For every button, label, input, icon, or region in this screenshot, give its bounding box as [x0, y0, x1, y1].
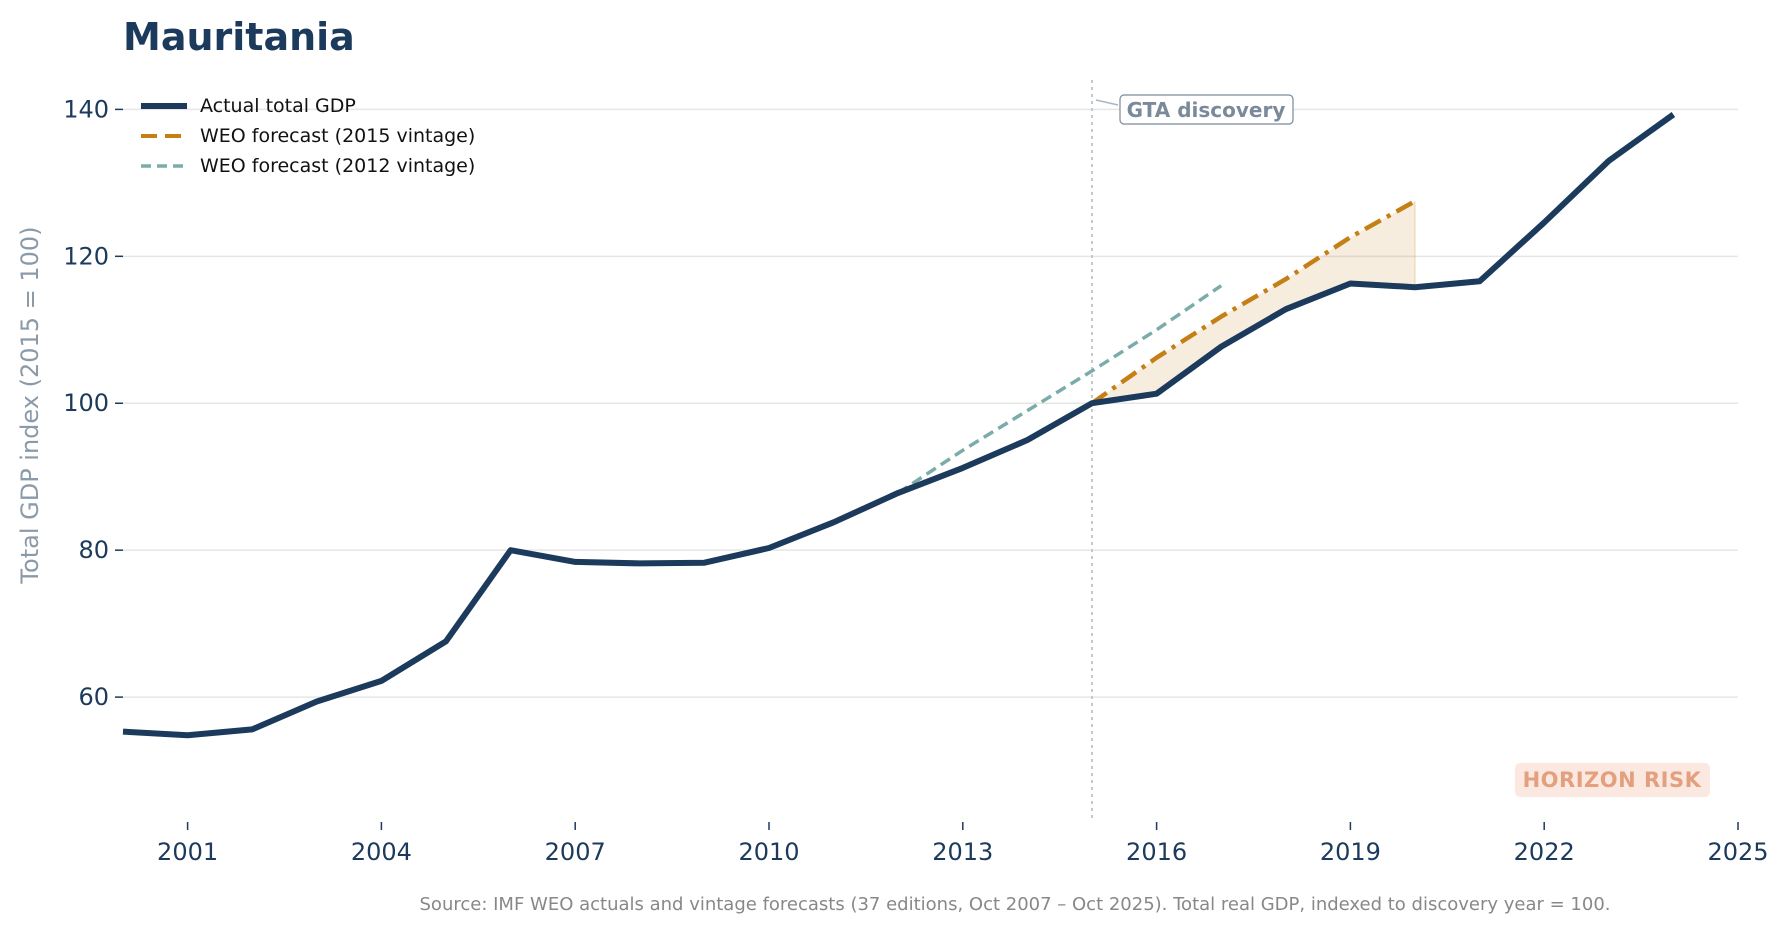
legend-label-actual: Actual total GDP [200, 95, 356, 117]
horizon-risk-badge: HORIZON RISK [1515, 763, 1710, 797]
x-tick-label: 2013 [932, 838, 993, 866]
annotation-leader [1095, 99, 1119, 106]
legend-label-2012: WEO forecast (2012 vintage) [200, 155, 475, 177]
series-weo-2012-line [897, 284, 1223, 495]
forecast-gap-area [1092, 201, 1416, 404]
badge-background [1515, 763, 1710, 797]
y-tick-label: 140 [63, 95, 109, 123]
legend: Actual total GDP WEO forecast (2015 vint… [141, 95, 475, 177]
x-tick-label: 2007 [545, 838, 606, 866]
series-actual-gdp-line [122, 112, 1676, 739]
annotation-box [1119, 94, 1294, 125]
y-tick-label: 100 [63, 389, 109, 417]
x-tick-label: 2025 [1707, 838, 1768, 866]
x-tick-label: 2019 [1320, 838, 1381, 866]
y-axis: 60 80 100 120 140 [63, 95, 123, 711]
forecast-gap-fill [1092, 201, 1415, 404]
source-note: Source: IMF WEO actuals and vintage fore… [420, 894, 1611, 915]
series-lines [122, 112, 1676, 739]
y-tick-label: 60 [78, 683, 109, 711]
badge-text: HORIZON RISK [1523, 768, 1702, 792]
x-tick-label: 2004 [351, 838, 412, 866]
y-axis-label: Total GDP index (2015 = 100) [16, 226, 44, 584]
x-tick-label: 2001 [157, 838, 218, 866]
x-tick-label: 2022 [1514, 838, 1575, 866]
annotation-text: GTA discovery [1127, 98, 1286, 122]
x-axis: 2001 2004 2007 2010 2013 2016 2019 2022 2025 [157, 822, 1769, 866]
x-tick-label: 2016 [1126, 838, 1187, 866]
chart-title: Mauritania [123, 15, 355, 59]
gridlines [123, 108, 1738, 698]
gta-discovery-annotation: GTA discovery [1095, 94, 1294, 125]
x-tick-label: 2010 [738, 838, 799, 866]
y-tick-label: 80 [78, 536, 109, 564]
y-tick-label: 120 [63, 242, 109, 270]
legend-label-2015: WEO forecast (2015 vintage) [200, 125, 475, 147]
series-weo-2015-line [1090, 199, 1417, 406]
